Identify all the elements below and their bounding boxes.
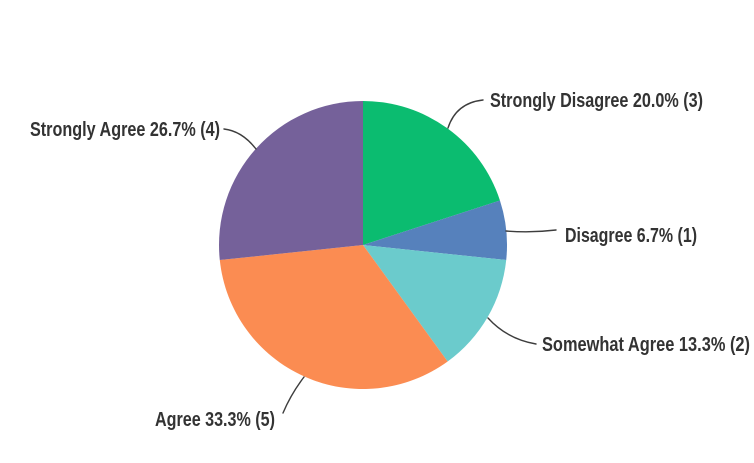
pie-slices (219, 101, 507, 389)
leader-line-disagree (505, 229, 557, 233)
leader-line-strongly-agree (223, 128, 257, 150)
leader-line-strongly-disagree (447, 99, 484, 129)
callout-label-disagree: Disagree 6.7% (1) (565, 225, 697, 247)
leader-lines (223, 99, 557, 414)
leader-line-somewhat-agree (487, 317, 537, 345)
pie-slice-strongly-disagree (363, 101, 500, 245)
callout-labels: Strongly Disagree 20.0% (3) Disagree 6.7… (30, 90, 750, 431)
callout-label-strongly-agree: Strongly Agree 26.7% (4) (30, 119, 220, 141)
pie-slice-somewhat-agree (363, 245, 507, 362)
leader-line-agree (282, 376, 305, 414)
pie-slice-agree (219, 245, 448, 389)
callout-label-somewhat-agree: Somewhat Agree 13.3% (2) (542, 334, 750, 356)
pie-slice-disagree (363, 200, 507, 261)
callout-label-strongly-disagree: Strongly Disagree 20.0% (3) (490, 90, 703, 112)
pie-slice-strongly-agree (219, 101, 363, 261)
callout-label-agree: Agree 33.3% (5) (155, 409, 275, 431)
